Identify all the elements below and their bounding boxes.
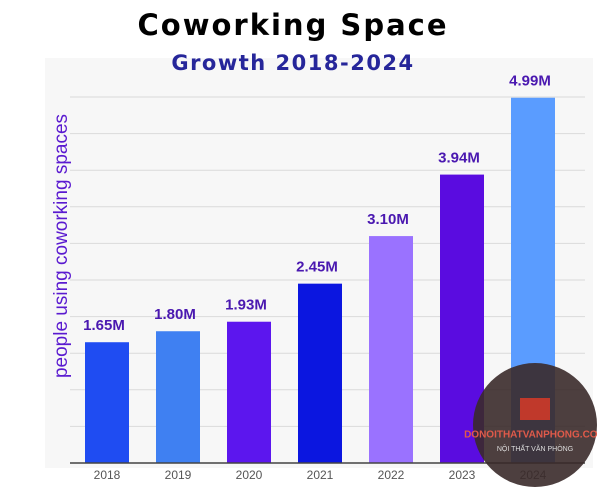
x-tick-label: 2022: [378, 468, 405, 482]
x-tick-label: 2018: [94, 468, 121, 482]
watermark-badge: [473, 363, 597, 487]
y-axis-label: people using coworking spaces: [51, 114, 72, 378]
value-label: 4.99M: [509, 73, 551, 90]
bar: [298, 283, 342, 463]
value-label: 2.45M: [296, 259, 338, 276]
x-tick-label: 2020: [236, 468, 263, 482]
bar: [85, 342, 129, 463]
x-tick-label: 2023: [449, 468, 476, 482]
watermark-icon: [520, 398, 550, 420]
watermark-subtitle: NỘI THẤT VĂN PHÒNG: [497, 443, 573, 453]
chart-title: Coworking Space: [137, 8, 448, 42]
value-label: 1.93M: [225, 297, 267, 314]
bar: [156, 331, 200, 463]
watermark-title: DONOITHATVANPHONG.COM: [464, 430, 597, 441]
value-label: 1.65M: [83, 317, 125, 334]
x-tick-label: 2019: [165, 468, 192, 482]
value-label: 1.80M: [154, 306, 196, 323]
x-tick-label: 2021: [307, 468, 334, 482]
bar: [369, 236, 413, 463]
watermark: DONOITHATVANPHONG.COM NỘI THẤT VĂN PHÒNG: [464, 363, 597, 487]
value-label: 3.94M: [438, 150, 480, 167]
value-label: 3.10M: [367, 211, 409, 228]
bar: [227, 321, 271, 463]
chart-subtitle: Growth 2018-2024: [171, 51, 414, 75]
